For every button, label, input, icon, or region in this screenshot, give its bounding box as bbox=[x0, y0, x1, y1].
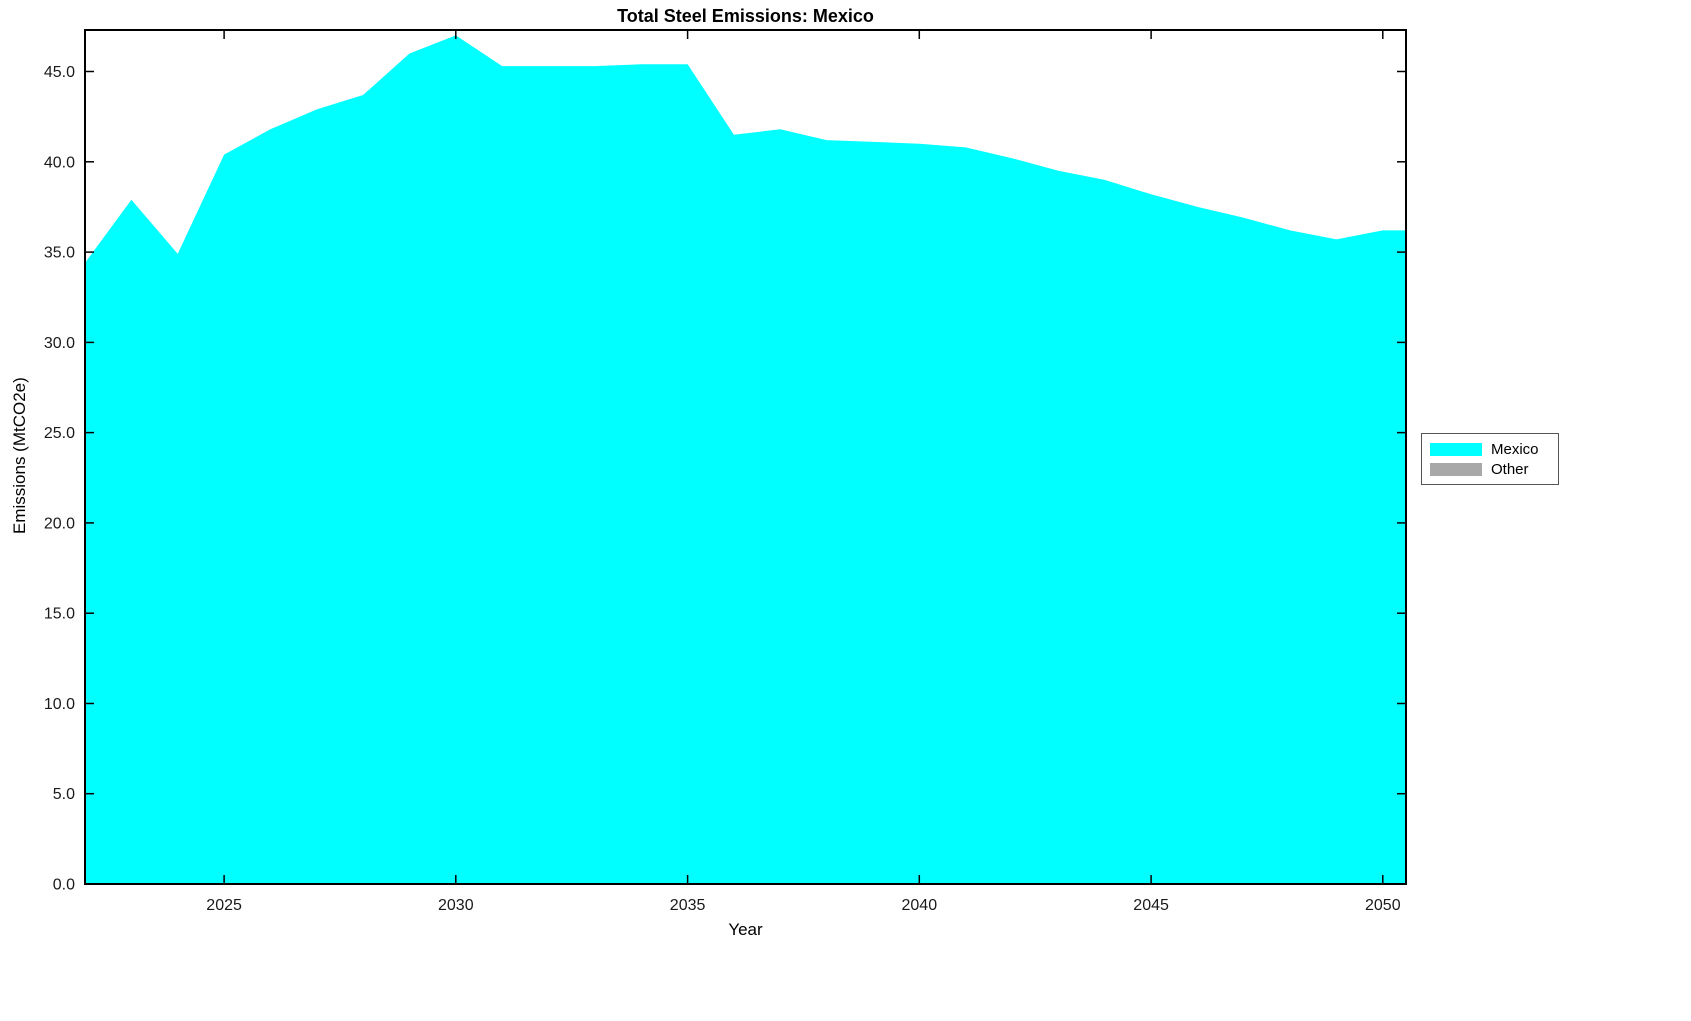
x-axis-label: Year bbox=[728, 920, 763, 939]
svg-text:30.0: 30.0 bbox=[44, 335, 75, 352]
legend-box: Mexico Other bbox=[1421, 433, 1559, 485]
svg-text:45.0: 45.0 bbox=[44, 64, 75, 81]
svg-text:35.0: 35.0 bbox=[44, 245, 75, 262]
svg-text:2040: 2040 bbox=[902, 897, 938, 914]
svg-text:25.0: 25.0 bbox=[44, 425, 75, 442]
y-axis-label: Emissions (MtCO2e) bbox=[10, 377, 29, 534]
svg-text:2035: 2035 bbox=[670, 897, 706, 914]
svg-text:2050: 2050 bbox=[1365, 897, 1401, 914]
svg-text:2045: 2045 bbox=[1133, 897, 1169, 914]
legend-swatch-other-icon bbox=[1430, 462, 1482, 476]
svg-text:0.0: 0.0 bbox=[53, 877, 75, 894]
svg-text:2025: 2025 bbox=[206, 897, 242, 914]
legend-label-mexico: Mexico bbox=[1491, 440, 1539, 458]
chart-title: Total Steel Emissions: Mexico bbox=[617, 6, 874, 26]
legend-swatch-mexico-icon bbox=[1430, 442, 1482, 456]
legend-label-other: Other bbox=[1491, 460, 1529, 478]
svg-text:10.0: 10.0 bbox=[44, 696, 75, 713]
legend-item-other: Other bbox=[1430, 459, 1550, 479]
svg-text:40.0: 40.0 bbox=[44, 154, 75, 171]
legend-item-mexico: Mexico bbox=[1430, 439, 1550, 459]
svg-text:20.0: 20.0 bbox=[44, 515, 75, 532]
svg-text:2030: 2030 bbox=[438, 897, 474, 914]
svg-text:5.0: 5.0 bbox=[53, 786, 75, 803]
svg-text:15.0: 15.0 bbox=[44, 606, 75, 623]
